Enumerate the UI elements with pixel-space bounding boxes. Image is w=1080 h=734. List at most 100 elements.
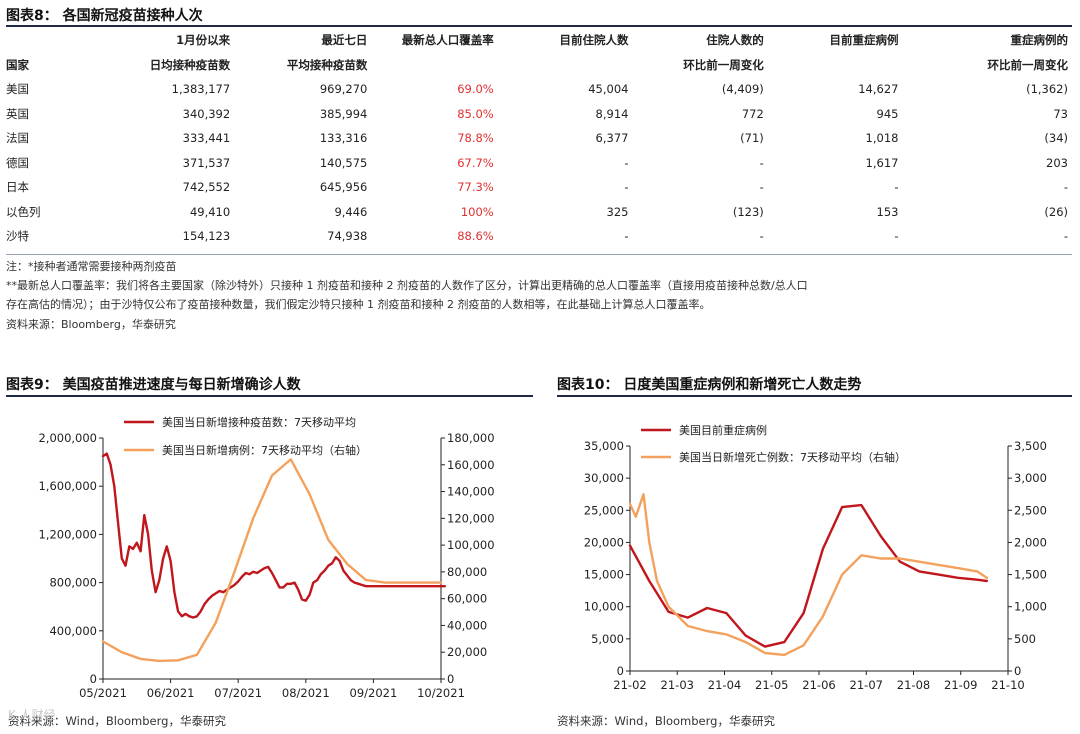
right-tick-label: 100,000 (447, 538, 495, 552)
value-cell: 45,004 (588, 82, 629, 97)
x-tick-label: 06/2021 (147, 686, 195, 700)
watermark-logo: K 人财经 (8, 708, 56, 722)
left-tick-label: 25,000 (584, 503, 624, 517)
right-tick-label: 3,000 (1014, 471, 1047, 485)
value-cell: 88.6% (457, 229, 494, 244)
value-cell: 325 (606, 204, 629, 219)
right-tick-label: 1,000 (1014, 600, 1047, 614)
left-tick-label: 2,000,000 (38, 431, 97, 445)
right-tick-label: 1,500 (1014, 568, 1047, 582)
value-cell: - (894, 229, 899, 244)
series-line-right-axis (101, 458, 443, 663)
header-row-2: 国家 日均接种疫苗数 平均接种疫苗数 环比前一周变化 环比前一周变化 (6, 53, 1072, 78)
country-cell: 德国 (6, 155, 29, 170)
series-line-left-axis (628, 503, 988, 648)
value-cell: - (759, 229, 764, 244)
value-cell: 945 (876, 106, 899, 121)
value-cell: 69.0% (457, 82, 494, 97)
right-tick-label: 2,500 (1014, 503, 1047, 517)
value-cell: (71) (740, 131, 764, 146)
right-tick-label: 0 (447, 672, 454, 686)
value-cell: - (1063, 229, 1068, 244)
value-cell: 385,994 (319, 106, 368, 121)
value-cell: (123) (732, 204, 764, 219)
value-cell: 环比前一周变化 (683, 57, 764, 72)
value-cell: 8,914 (595, 106, 629, 121)
x-tick-label: 09/2021 (350, 686, 398, 700)
table-row: 法国 333,441 133,316 78.8% 6,377 (71) 1,018 (34) (6, 126, 1072, 151)
value-cell: 140,575 (319, 155, 368, 170)
value-cell: 772 (741, 106, 764, 121)
x-tick-label: 08/2021 (282, 686, 330, 700)
header-row-1: 1月份以来 最近七日 最新总人口覆盖率 目前住院人数 住院人数的 目前重症病例 重症病例的 (6, 28, 1072, 53)
value-cell (371, 53, 497, 78)
value-cell: 100% (460, 204, 494, 219)
table-row: 日本 742,552 645,956 77.3% - - - - (6, 175, 1072, 200)
table-note-3: 存在高估的情况）；由于沙特仅公布了疫苗接种数量，我们假定沙特只接种 1 剂疫苗和… (6, 298, 711, 311)
x-tick-label: 21-04 (708, 678, 741, 692)
value-cell: 203 (1046, 155, 1068, 170)
value-cell: 平均接种疫苗数 (286, 57, 368, 72)
left-tick-label: 5,000 (591, 632, 624, 646)
value-cell: 1,617 (865, 155, 899, 170)
x-tick-label: 21-03 (661, 678, 694, 692)
chart9-source: 资料来源：Wind，Bloomberg，华泰研究 (8, 714, 226, 728)
left-tick-label: 10,000 (584, 600, 624, 614)
value-cell: (34) (1044, 131, 1068, 146)
value-cell: 日均接种疫苗数 (149, 57, 231, 72)
value-cell: 67.7% (457, 155, 494, 170)
value-cell: 最近七日 (321, 33, 368, 48)
table-row: 德国 371,537 140,575 67.7% - - 1,617 203 (6, 151, 1072, 176)
value-cell (768, 53, 903, 78)
value-cell: - (624, 180, 629, 195)
x-tick-label: 21-10 (991, 678, 1024, 692)
right-tick-label: 160,000 (447, 458, 495, 472)
country-cell (6, 28, 74, 53)
left-tick-label: 0 (90, 672, 97, 686)
value-cell: - (624, 155, 629, 170)
right-tick-label: 140,000 (447, 485, 495, 499)
x-tick-label: 07/2021 (214, 686, 262, 700)
value-cell: 742,552 (182, 180, 231, 195)
value-cell: (1,362) (1026, 82, 1068, 97)
country-cell: 国家 (6, 57, 29, 72)
right-tick-label: 20,000 (447, 645, 487, 659)
country-cell: 美国 (6, 82, 29, 97)
table-row: 英国 340,392 385,994 85.0% 8,914 772 945 73 (6, 102, 1072, 127)
x-tick-label: 21-09 (944, 678, 977, 692)
value-cell: 环比前一周变化 (987, 57, 1069, 72)
table-note-1: 注：*接种者通常需要接种两剂疫苗 (6, 260, 177, 273)
value-cell: 333,441 (182, 131, 231, 146)
right-tick-label: 2,000 (1014, 535, 1047, 549)
left-tick-label: 800,000 (49, 576, 97, 590)
x-tick-label: 21-07 (850, 678, 883, 692)
value-cell: - (759, 180, 764, 195)
chart10-svg: 0 5,000 10,000 15,000 20,000 25,000 30,000 35,0… (584, 423, 1047, 692)
value-cell: 340,392 (182, 106, 231, 121)
country-cell: 法国 (6, 131, 29, 146)
value-cell: 49,410 (189, 204, 231, 219)
x-tick-label: 21-05 (755, 678, 788, 692)
left-tick-label: 0 (617, 664, 624, 678)
legend-label: 美国当日新增接种疫苗数：7天移动平均 (162, 415, 356, 429)
left-tick-label: 35,000 (584, 439, 624, 453)
right-tick-label: 500 (1014, 632, 1036, 646)
country-cell: 以色列 (6, 204, 41, 219)
chart9-title: 图表9： 美国疫苗推进速度与每日新增确诊人数 (6, 377, 301, 393)
value-cell: - (624, 229, 629, 244)
table-row: 沙特 154,123 74,938 88.6% - - - - (6, 224, 1072, 249)
left-tick-label: 20,000 (584, 535, 624, 549)
value-cell: (26) (1044, 204, 1068, 219)
value-cell: 14,627 (858, 82, 899, 97)
left-tick-label: 1,200,000 (38, 527, 97, 541)
value-cell: 73 (1053, 106, 1068, 121)
right-tick-label: 180,000 (447, 431, 495, 445)
country-cell: 英国 (6, 106, 29, 121)
value-cell: 1,018 (865, 131, 899, 146)
right-tick-label: 0 (1014, 664, 1021, 678)
country-cell: 日本 (6, 180, 29, 195)
chart10-title-rule (557, 395, 1072, 397)
legend-label: 美国目前重症病例 (679, 423, 767, 437)
right-tick-label: 60,000 (447, 592, 487, 606)
value-cell: 74,938 (327, 229, 368, 244)
